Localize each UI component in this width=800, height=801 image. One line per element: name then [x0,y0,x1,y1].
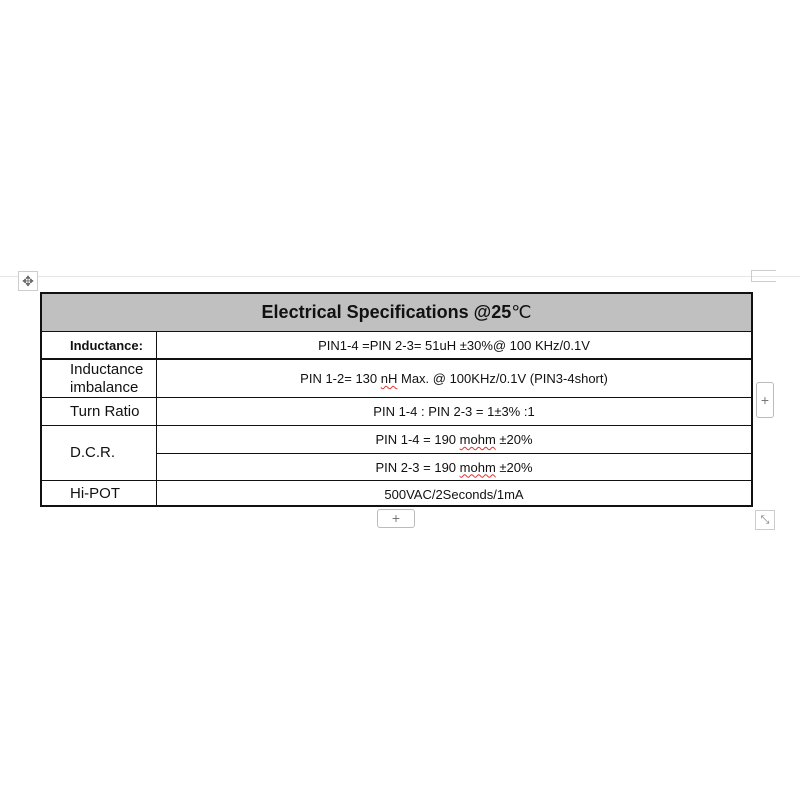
row-value-inductance: PIN1-4 =PIN 2-3= 51uH ±30%@ 100 KHz/0.1V [318,338,590,353]
row-value-dcr-1: PIN 1-4 = 190 mohm ±20% [375,432,533,447]
table-title: Electrical Specifications @25 ℃ [42,294,751,331]
row-value-hipot: 500VAC/2Seconds/1mA [384,486,524,502]
add-row-button[interactable]: + [377,509,415,528]
electrical-specifications-table: Electrical Specifications @25 ℃ Inductanc… [40,292,753,507]
table-resize-handle-icon[interactable]: ⤡ [755,510,775,530]
row-value-dcr-2: PIN 2-3 = 190 mohm ±20% [375,459,533,475]
add-column-button[interactable]: + [756,382,774,418]
row-value-turn-ratio: PIN 1-4 : PIN 2-3 = 1±3% :1 [373,404,535,419]
page-margin-guide [0,276,800,277]
table-move-handle-icon[interactable]: ✥ [18,271,38,291]
row-value-inductance-imbalance: PIN 1-2= 130 nH Max. @ 100KHz/0.1V (PIN3… [300,371,608,386]
row-label-inductance-imbalance: Inductance imbalance [70,360,144,396]
row-label-dcr: D.C.R. [70,444,115,461]
margin-corner-marker [751,270,776,282]
row-label-turn-ratio: Turn Ratio [70,402,140,420]
row-label-hipot: Hi-POT [70,485,120,502]
row-label-inductance: Inductance: [70,337,143,353]
